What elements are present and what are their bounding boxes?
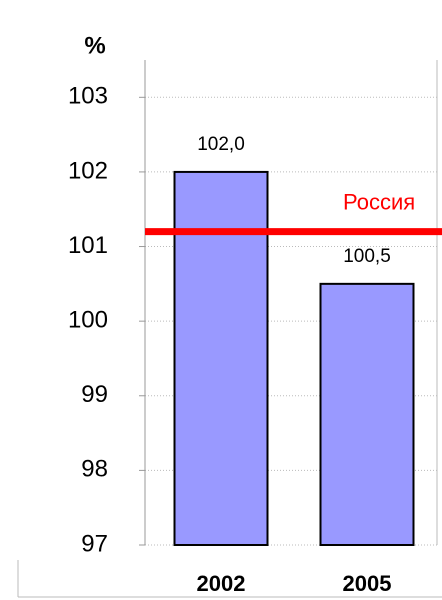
y-tick-label: 103 bbox=[68, 83, 108, 110]
y-tick-label: 102 bbox=[68, 157, 108, 184]
value-label: 102,0 bbox=[197, 134, 245, 155]
bar bbox=[173, 170, 269, 547]
bar bbox=[319, 282, 415, 546]
y-tick-label: 99 bbox=[81, 381, 108, 408]
y-axis-label: % bbox=[84, 32, 105, 59]
x-tick-label: 2005 bbox=[343, 571, 392, 596]
y-tick-label: 101 bbox=[68, 232, 108, 259]
value-label: 100,5 bbox=[343, 246, 391, 267]
reference-label: Россия bbox=[343, 189, 415, 214]
y-tick-label: 97 bbox=[81, 530, 108, 557]
y-tick-label: 100 bbox=[68, 306, 108, 333]
x-tick-label: 2002 bbox=[197, 571, 246, 596]
y-tick-label: 98 bbox=[81, 456, 108, 483]
